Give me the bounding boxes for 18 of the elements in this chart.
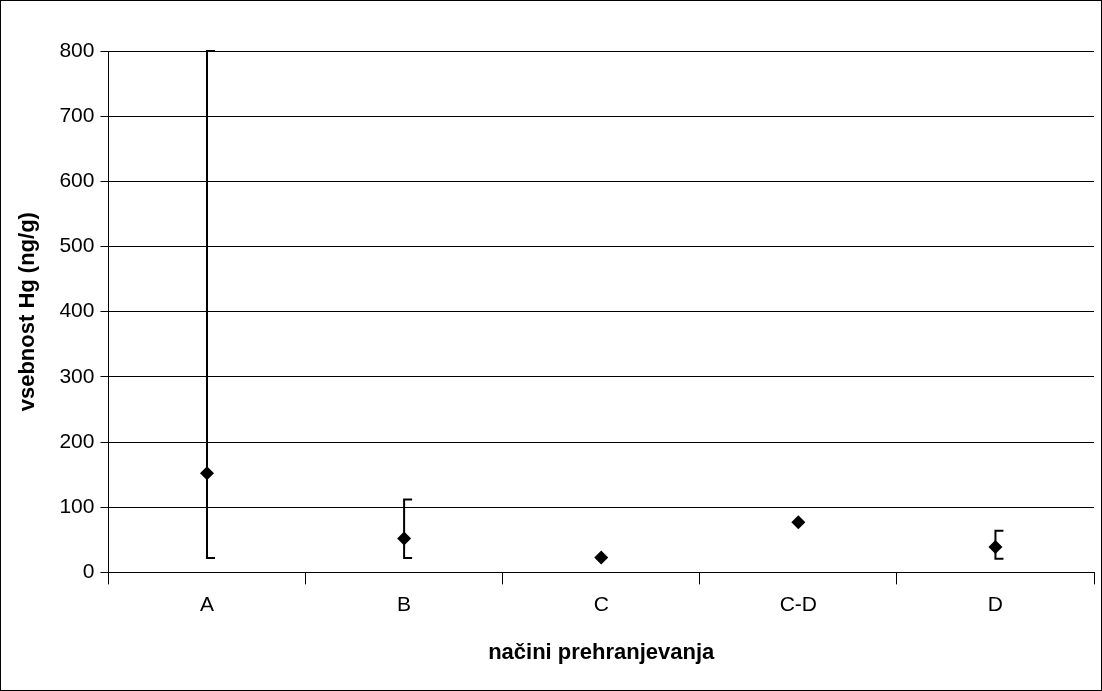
y-axis-title: vsebnost Hg (ng/g) <box>14 212 40 412</box>
y-tick-label: 0 <box>82 559 95 583</box>
y-tick-label: 100 <box>59 494 95 518</box>
x-tick-label: B <box>397 591 412 615</box>
point <box>791 515 806 530</box>
y-tick-label: 800 <box>59 37 95 61</box>
y-tick-label: 400 <box>59 298 95 322</box>
y-tick-label: 200 <box>59 428 95 452</box>
y-tick-label: 600 <box>59 168 95 192</box>
y-tick-label: 300 <box>59 363 95 387</box>
y-tick-label: 700 <box>59 102 95 126</box>
x-tick-label: C <box>593 591 609 615</box>
x-tick-label: C-D <box>779 591 817 615</box>
point <box>594 550 609 565</box>
x-tick-label: D <box>987 591 1004 615</box>
y-tick-label: 500 <box>59 233 95 257</box>
x-axis-title: načini prehranjevanja <box>488 638 716 664</box>
x-tick-label: A <box>199 591 214 615</box>
